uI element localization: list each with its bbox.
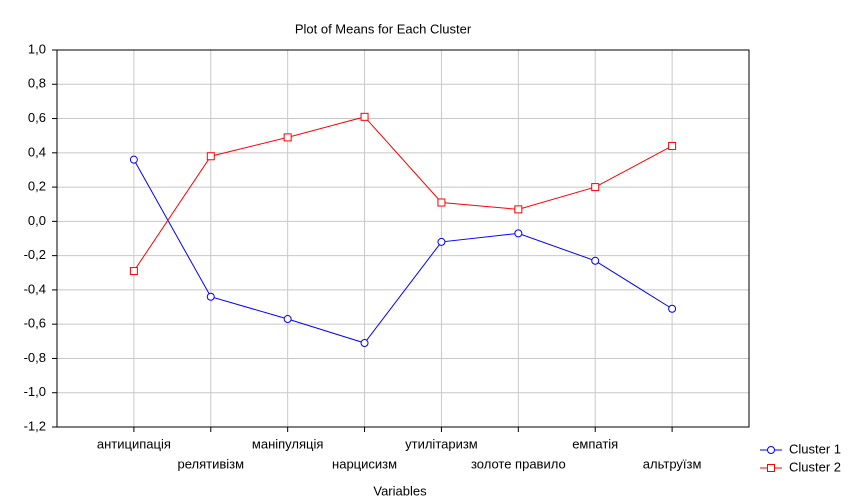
- point: [360, 339, 369, 348]
- point: [668, 141, 677, 150]
- point: [591, 256, 600, 265]
- legend-label: Cluster 1: [789, 441, 841, 456]
- x-tick-label: нарцисизм: [332, 456, 397, 471]
- point: [514, 229, 523, 238]
- point: [283, 133, 292, 142]
- y-tick-label: -1,2: [24, 418, 46, 433]
- legend-marker: [767, 464, 775, 472]
- legend-label: Cluster 2: [789, 459, 841, 474]
- point: [514, 205, 523, 214]
- x-tick-label: маніпуляція: [252, 436, 324, 451]
- x-tick-label: утилітаризм: [405, 436, 478, 451]
- point: [360, 112, 369, 121]
- series-line: [133, 159, 673, 344]
- point: [129, 155, 138, 164]
- point: [206, 152, 215, 161]
- y-tick-label: -0,4: [24, 281, 46, 296]
- y-tick-label: 1,0: [28, 41, 46, 56]
- y-tick-label: -0,2: [24, 247, 46, 262]
- legend-marker: [767, 446, 775, 454]
- point: [206, 292, 215, 301]
- x-tick-label: альтруїзм: [643, 456, 702, 471]
- y-tick-label: 0,4: [28, 144, 46, 159]
- y-tick-label: 0,6: [28, 110, 46, 125]
- point: [437, 237, 446, 246]
- x-tick-label: антиципація: [97, 436, 171, 451]
- x-tick-label: емпатія: [572, 436, 618, 451]
- point: [283, 315, 292, 324]
- plot-frame: [56, 49, 750, 428]
- y-tick-label: 0,0: [28, 213, 46, 228]
- point: [437, 198, 446, 207]
- point: [129, 267, 138, 276]
- y-tick-label: 0,2: [28, 179, 46, 194]
- point: [668, 304, 677, 313]
- y-tick-label: -1,0: [24, 384, 46, 399]
- y-tick-label: 0,8: [28, 76, 46, 91]
- point: [591, 183, 600, 192]
- chart-title: Plot of Means for Each Cluster: [295, 21, 472, 36]
- x-tick-label: релятивізм: [177, 456, 244, 471]
- x-axis-label: Variables: [373, 483, 427, 498]
- y-tick-label: -0,6: [24, 316, 46, 331]
- y-tick-label: -0,8: [24, 350, 46, 365]
- x-tick-label: золоте правило: [471, 456, 566, 471]
- series-line: [133, 116, 673, 272]
